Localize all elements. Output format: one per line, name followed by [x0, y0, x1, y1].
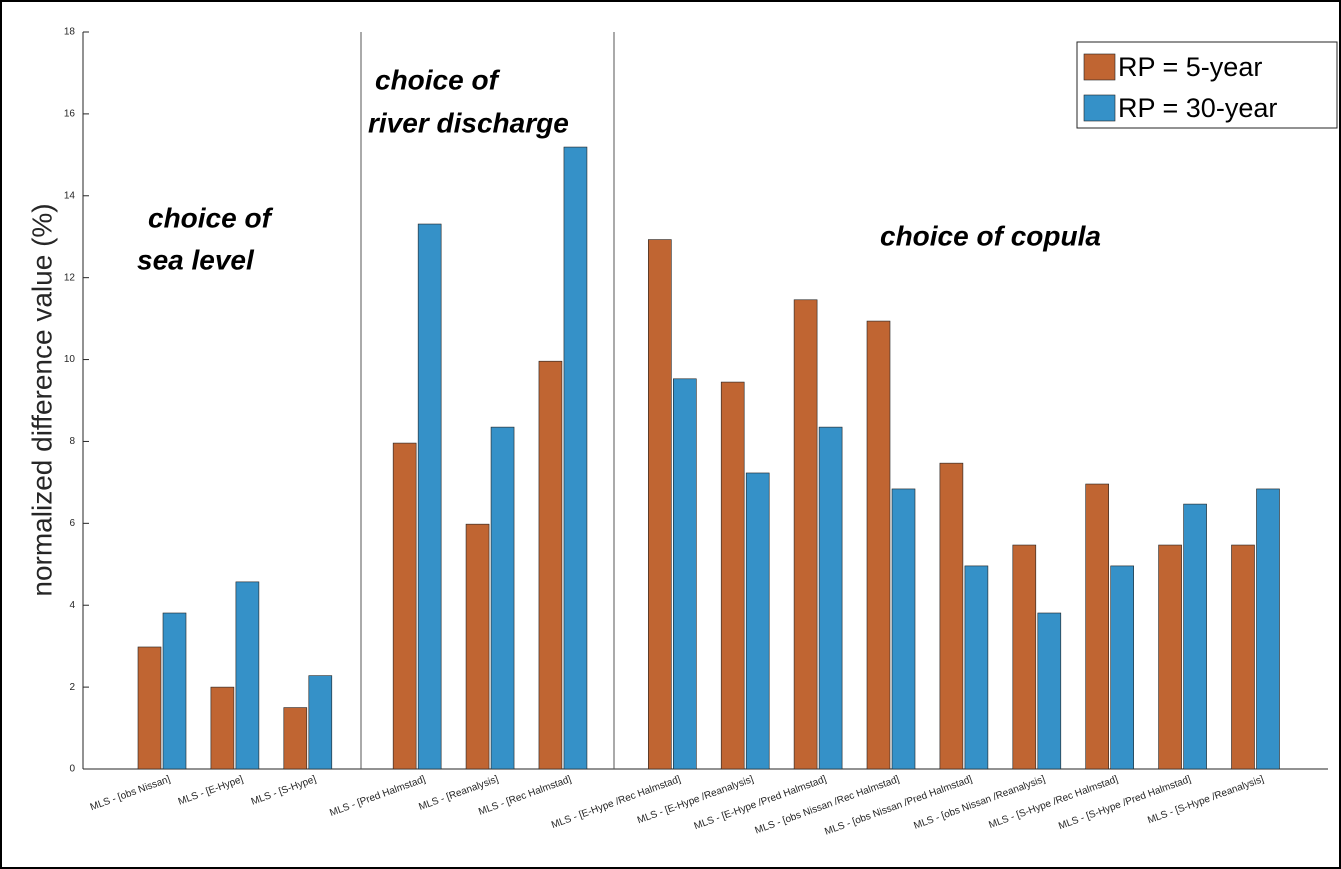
legend-label: RP = 30-year [1118, 93, 1277, 123]
bar [538, 360, 563, 770]
bar [818, 426, 843, 770]
bar [964, 565, 989, 770]
bar [308, 675, 333, 770]
bar [891, 488, 916, 770]
bar [672, 378, 697, 770]
bar [720, 381, 745, 770]
annotation: sea level [137, 244, 255, 275]
bar [1256, 488, 1280, 770]
bar [137, 646, 162, 770]
annotation: choice of [148, 202, 274, 233]
bar [1085, 483, 1109, 770]
bar [793, 299, 818, 770]
bar [939, 462, 964, 770]
annotation: choice of [375, 64, 501, 95]
bar [1231, 544, 1255, 770]
bar [210, 686, 235, 770]
bar [647, 239, 672, 770]
y-tick-label: 10 [64, 354, 76, 365]
y-tick-label: 2 [69, 682, 75, 693]
bar [1183, 503, 1207, 770]
y-tick-label: 12 [64, 272, 76, 283]
bar [1012, 544, 1037, 770]
bar [866, 320, 891, 770]
y-tick-label: 4 [69, 600, 75, 611]
bar [283, 707, 308, 770]
y-tick-label: 6 [69, 518, 75, 529]
legend-swatch [1083, 53, 1116, 81]
bar [392, 442, 417, 770]
bar [235, 581, 260, 770]
bar [490, 426, 515, 770]
bar [162, 612, 187, 770]
bar [465, 523, 490, 770]
bar [1110, 565, 1134, 770]
bar [1037, 612, 1062, 770]
bar [563, 146, 588, 770]
y-tick-label: 16 [64, 109, 76, 120]
bar [745, 472, 770, 770]
y-tick-label: 14 [64, 190, 76, 201]
annotation: choice of copula [880, 220, 1101, 251]
legend-box [1076, 41, 1338, 129]
bar [417, 223, 442, 770]
y-tick-label: 0 [69, 764, 75, 775]
y-tick-label: 18 [64, 27, 76, 38]
y-tick-label: 8 [69, 436, 75, 447]
legend-label: RP = 5-year [1118, 52, 1262, 82]
bar [1158, 544, 1182, 770]
annotation: river discharge [368, 107, 569, 138]
legend-swatch [1083, 94, 1116, 122]
y-axis-label: normalized difference value (%) [26, 203, 57, 596]
